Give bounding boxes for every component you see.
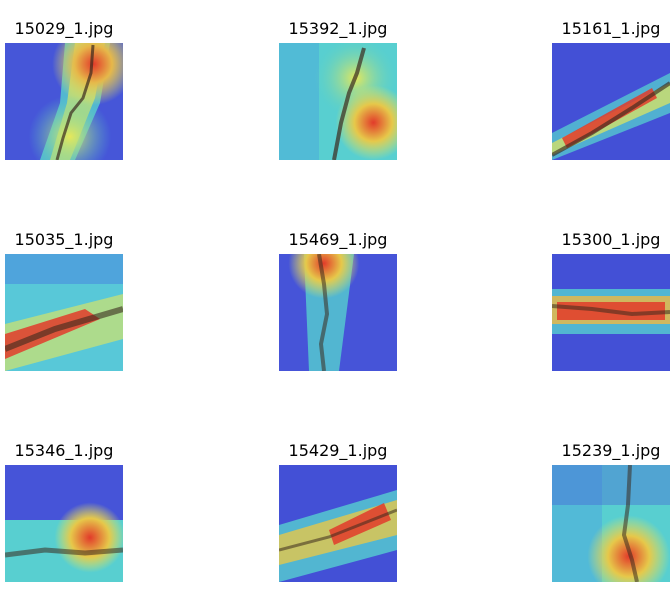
heatmap-image [5,465,123,582]
panel-title: 15346_1.jpg [14,441,114,460]
panel-title: 15161_1.jpg [561,19,661,38]
heatmap-image [552,43,670,160]
panel-title: 15429_1.jpg [288,441,388,460]
heatmap-image [279,465,397,582]
heatmap-image [279,43,397,160]
panel-title: 15300_1.jpg [561,230,661,249]
panel-title: 15035_1.jpg [14,230,114,249]
panel-title: 15469_1.jpg [288,230,388,249]
heatmap-image [5,254,123,371]
heatmap-image [552,254,670,371]
heatmap-image [552,465,670,582]
panel-title: 15239_1.jpg [561,441,661,460]
panel-title: 15392_1.jpg [288,19,388,38]
heatmap-image [279,254,397,371]
heatmap-image [5,43,123,160]
panel-title: 15029_1.jpg [14,19,114,38]
